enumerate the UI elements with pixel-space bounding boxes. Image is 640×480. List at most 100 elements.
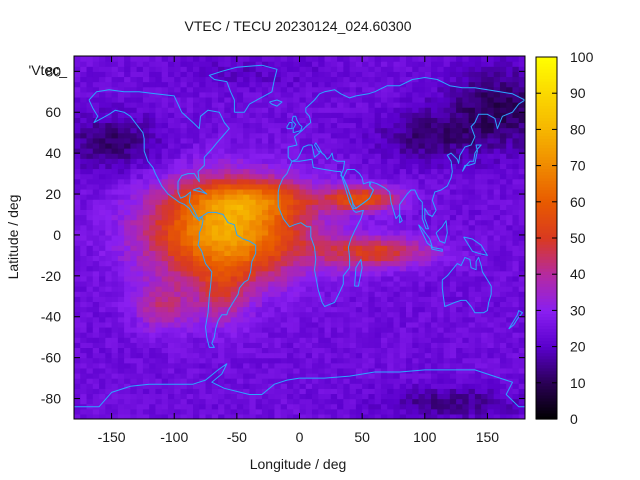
heatmap-cell xyxy=(86,326,94,333)
heatmap-cell xyxy=(424,117,432,124)
heatmap-cell xyxy=(130,102,138,108)
heatmap-cell xyxy=(180,168,188,175)
heatmap-cell xyxy=(255,219,263,226)
heatmap-cell xyxy=(149,199,157,205)
heatmap-cell xyxy=(218,286,225,292)
heatmap-cell xyxy=(412,234,420,241)
heatmap-cell xyxy=(443,158,451,164)
heatmap-cell xyxy=(393,311,401,318)
heatmap-cell xyxy=(105,337,113,343)
heatmap-cell xyxy=(167,173,175,180)
heatmap-cell xyxy=(230,148,238,154)
heatmap-cell xyxy=(124,209,131,216)
heatmap-cell xyxy=(99,296,106,303)
heatmap-cell xyxy=(255,214,263,221)
heatmap-cell xyxy=(493,219,501,226)
heatmap-cell xyxy=(362,326,369,333)
heatmap-cell xyxy=(286,86,294,93)
heatmap-cell xyxy=(167,275,175,282)
heatmap-cell xyxy=(243,291,250,297)
heatmap-cell xyxy=(218,117,225,124)
heatmap-cell xyxy=(399,357,407,364)
heatmap-cell xyxy=(186,102,194,108)
heatmap-cell xyxy=(268,250,276,256)
heatmap-cell xyxy=(136,102,144,108)
heatmap-cell xyxy=(405,91,413,98)
heatmap-cell xyxy=(268,127,276,134)
heatmap-cell xyxy=(324,76,332,83)
heatmap-cell xyxy=(481,393,489,400)
heatmap-cell xyxy=(249,142,257,149)
heatmap-cell xyxy=(92,158,100,164)
heatmap-cell xyxy=(174,112,182,118)
heatmap-cell xyxy=(474,122,482,129)
heatmap-cell xyxy=(236,306,244,313)
heatmap-cell xyxy=(167,383,175,389)
heatmap-cell xyxy=(487,199,495,205)
heatmap-cell xyxy=(274,398,282,405)
heatmap-cell xyxy=(443,286,451,292)
heatmap-cell xyxy=(493,337,501,343)
heatmap-cell xyxy=(136,408,144,415)
heatmap-cell xyxy=(117,357,125,364)
heatmap-cell xyxy=(230,168,238,175)
heatmap-cell xyxy=(355,224,363,231)
heatmap-cell xyxy=(337,347,344,354)
heatmap-cell xyxy=(299,372,307,379)
heatmap-cell xyxy=(499,270,507,277)
heatmap-cell xyxy=(124,117,131,124)
heatmap-cell xyxy=(412,81,420,88)
heatmap-cell xyxy=(236,71,244,78)
heatmap-cell xyxy=(193,332,200,338)
heatmap-cell xyxy=(449,403,457,410)
heatmap-cell xyxy=(80,76,88,83)
heatmap-cell xyxy=(474,296,482,303)
heatmap-cell xyxy=(199,204,207,210)
heatmap-cell xyxy=(286,413,294,419)
heatmap-cell xyxy=(462,209,470,216)
heatmap-cell xyxy=(368,188,376,195)
heatmap-cell xyxy=(293,188,301,195)
heatmap-cell xyxy=(142,107,150,113)
heatmap-cell xyxy=(130,306,138,313)
heatmap-cell xyxy=(261,153,269,159)
heatmap-cell xyxy=(431,71,438,78)
heatmap-cell xyxy=(255,132,263,139)
heatmap-cell xyxy=(380,372,388,379)
heatmap-cell xyxy=(405,224,413,231)
heatmap-cell xyxy=(449,153,457,159)
heatmap-cell xyxy=(74,332,81,338)
heatmap-cell xyxy=(86,250,94,256)
heatmap-cell xyxy=(124,270,131,277)
heatmap-cell xyxy=(424,280,432,287)
heatmap-cell xyxy=(174,168,182,175)
heatmap-cell xyxy=(418,337,426,343)
heatmap-cell xyxy=(286,250,294,256)
heatmap-cell xyxy=(431,183,438,190)
heatmap-cell xyxy=(199,229,207,236)
heatmap-cell xyxy=(299,398,307,405)
heatmap-cell xyxy=(193,137,200,144)
heatmap-cell xyxy=(481,142,489,149)
heatmap-cell xyxy=(136,286,144,292)
heatmap-cell xyxy=(224,296,232,303)
heatmap-cell xyxy=(506,209,514,216)
heatmap-cell xyxy=(174,270,182,277)
heatmap-cell xyxy=(337,403,344,410)
heatmap-cell xyxy=(136,209,144,216)
heatmap-cell xyxy=(474,270,482,277)
heatmap-cell xyxy=(268,76,276,83)
heatmap-cell xyxy=(312,188,319,195)
heatmap-cell xyxy=(211,378,219,384)
heatmap-cell xyxy=(462,398,470,405)
heatmap-cell xyxy=(174,199,182,205)
heatmap-cell xyxy=(518,153,525,159)
heatmap-cell xyxy=(268,378,276,384)
heatmap-cell xyxy=(149,352,157,359)
heatmap-cell xyxy=(117,81,125,88)
heatmap-cell xyxy=(142,275,150,282)
heatmap-cell xyxy=(518,372,525,379)
heatmap-cell xyxy=(193,321,200,328)
heatmap-cell xyxy=(230,81,238,88)
heatmap-cell xyxy=(380,158,388,164)
